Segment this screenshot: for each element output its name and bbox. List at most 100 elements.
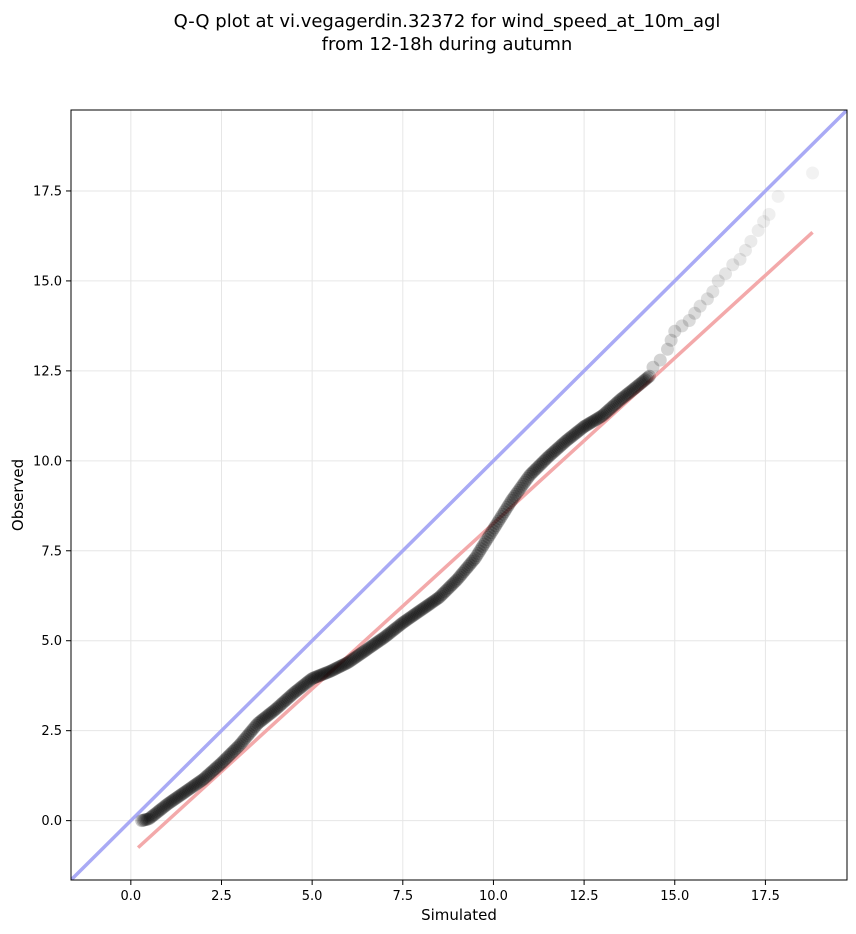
data-point bbox=[265, 705, 279, 719]
x-axis-ticks: 0.0 2.5 5.0 7.5 10.0 12.5 15.0 17.5 bbox=[120, 880, 780, 904]
data-point bbox=[180, 784, 194, 798]
data-point bbox=[138, 813, 152, 827]
data-point bbox=[563, 431, 577, 445]
data-point bbox=[532, 459, 546, 473]
data-point bbox=[146, 808, 160, 822]
data-point bbox=[143, 811, 157, 825]
data-point bbox=[711, 274, 725, 288]
data-point bbox=[675, 319, 689, 333]
data-point bbox=[429, 593, 443, 607]
data-point bbox=[352, 648, 366, 662]
data-point bbox=[565, 429, 579, 443]
data-point bbox=[616, 390, 630, 404]
data-point bbox=[167, 793, 181, 807]
data-point bbox=[252, 715, 266, 729]
data-point bbox=[548, 444, 562, 458]
data-point bbox=[445, 578, 459, 592]
data-point bbox=[579, 419, 593, 433]
data-point bbox=[313, 668, 327, 682]
data-point bbox=[493, 512, 507, 526]
data-point bbox=[396, 616, 410, 630]
data-point bbox=[436, 586, 450, 600]
data-point bbox=[336, 658, 350, 672]
data-point bbox=[605, 400, 619, 414]
data-point bbox=[447, 576, 461, 590]
data-point bbox=[394, 617, 408, 631]
data-point bbox=[624, 385, 638, 399]
data-point bbox=[181, 783, 195, 797]
data-point bbox=[158, 799, 172, 813]
data-point bbox=[574, 422, 588, 436]
data-point bbox=[516, 477, 530, 491]
data-point bbox=[193, 775, 207, 789]
data-point bbox=[441, 582, 455, 596]
data-point bbox=[407, 608, 421, 622]
y-tick-label: 12.5 bbox=[33, 364, 62, 379]
data-point bbox=[496, 507, 510, 521]
data-point bbox=[477, 537, 491, 551]
data-point bbox=[474, 542, 488, 556]
data-point bbox=[682, 313, 696, 327]
data-point bbox=[590, 412, 604, 426]
chart-subtitle: from 12-18h during autumn bbox=[322, 34, 573, 55]
data-point bbox=[522, 469, 536, 483]
data-point bbox=[326, 663, 340, 677]
data-point bbox=[262, 707, 276, 721]
data-point bbox=[304, 672, 318, 686]
data-point bbox=[294, 680, 308, 694]
data-point bbox=[544, 448, 558, 462]
data-point bbox=[293, 681, 307, 695]
data-point bbox=[270, 701, 284, 715]
data-point bbox=[317, 667, 331, 681]
data-point bbox=[185, 780, 199, 794]
data-point bbox=[273, 699, 287, 713]
data-point bbox=[348, 651, 362, 665]
data-point bbox=[168, 792, 182, 806]
data-point bbox=[541, 450, 555, 464]
data-point bbox=[299, 677, 313, 691]
data-point bbox=[425, 596, 439, 610]
data-point bbox=[302, 674, 316, 688]
data-point bbox=[568, 427, 582, 441]
y-tick-label: 15.0 bbox=[33, 274, 62, 289]
data-point bbox=[484, 526, 498, 540]
data-point bbox=[435, 588, 449, 602]
x-tick-label: 10.0 bbox=[479, 889, 508, 904]
data-point bbox=[606, 399, 620, 413]
data-point bbox=[571, 424, 585, 438]
data-point bbox=[135, 814, 149, 828]
data-point bbox=[558, 435, 572, 449]
data-point bbox=[220, 750, 234, 764]
y-tick-label: 5.0 bbox=[41, 634, 62, 649]
data-point bbox=[283, 690, 297, 704]
data-point bbox=[335, 659, 349, 673]
data-point bbox=[290, 684, 304, 698]
data-point bbox=[595, 409, 609, 423]
data-point bbox=[503, 496, 517, 510]
data-point bbox=[434, 589, 448, 603]
data-point bbox=[235, 735, 249, 749]
data-point bbox=[141, 812, 155, 826]
data-point bbox=[312, 669, 326, 683]
data-point bbox=[608, 398, 622, 412]
data-point bbox=[733, 252, 747, 266]
chart-title: Q-Q plot at vi.vegagerdin.32372 for wind… bbox=[174, 11, 721, 32]
data-point bbox=[207, 763, 221, 777]
data-point bbox=[528, 463, 542, 477]
data-point bbox=[328, 662, 342, 676]
data-point bbox=[473, 544, 487, 558]
data-point bbox=[386, 624, 400, 638]
data-point bbox=[762, 207, 776, 221]
data-point bbox=[300, 676, 314, 690]
data-point bbox=[278, 694, 292, 708]
data-point bbox=[152, 804, 166, 818]
data-point bbox=[448, 575, 462, 589]
data-point bbox=[361, 642, 375, 656]
data-point bbox=[597, 407, 611, 421]
data-point bbox=[400, 613, 414, 627]
data-point bbox=[613, 393, 627, 407]
data-point bbox=[275, 696, 289, 710]
data-point bbox=[452, 570, 466, 584]
data-points bbox=[135, 166, 820, 828]
x-axis-label: Simulated bbox=[421, 906, 497, 924]
